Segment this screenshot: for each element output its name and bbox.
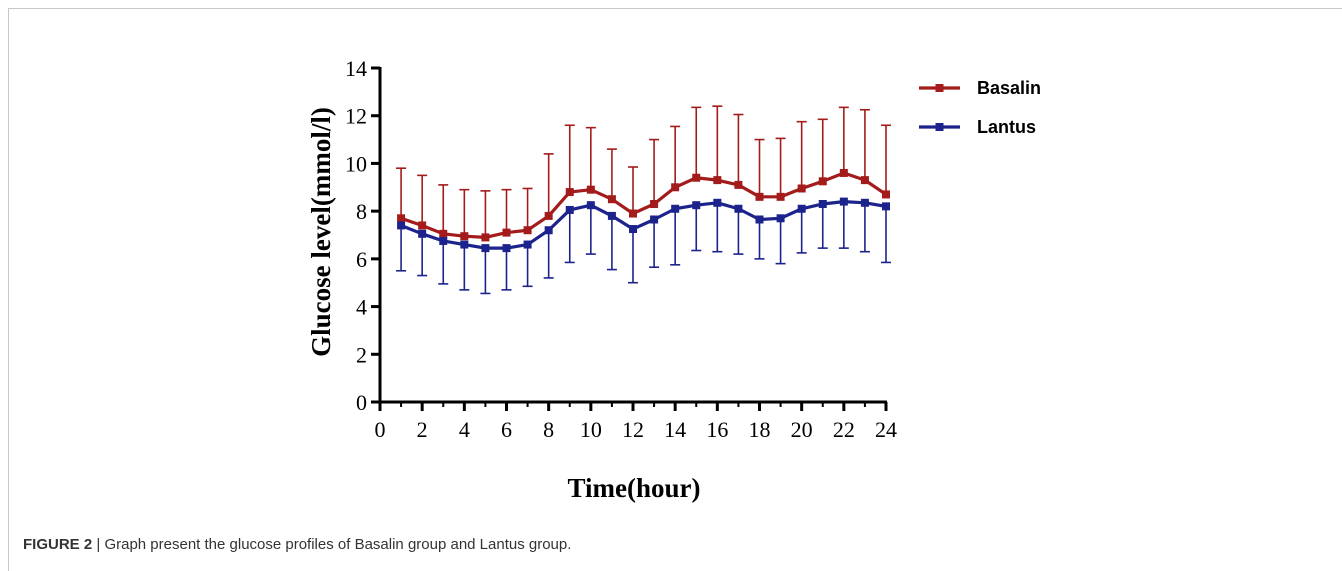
legend-item-lantus: Lantus (919, 117, 1036, 137)
x-tick-label: 0 (375, 417, 386, 442)
basalin-point (882, 190, 890, 199)
basalin-point (565, 188, 574, 197)
basalin-point (818, 177, 827, 186)
series-basalin (396, 105, 891, 242)
x-tick-label: 20 (791, 417, 813, 442)
y-tick-label: 14 (345, 56, 367, 81)
legend-label: Lantus (977, 117, 1036, 137)
basalin-point (713, 176, 722, 185)
figure-caption: FIGURE 2 | Graph present the glucose pro… (23, 536, 571, 553)
lantus-point (797, 204, 806, 213)
lantus-point (692, 201, 701, 210)
basalin-point (629, 209, 637, 218)
x-tick-label: 4 (459, 417, 470, 442)
x-tick-label: 12 (622, 417, 644, 442)
lantus-point (839, 197, 848, 206)
chart-legend: Basalin Lantus (919, 78, 1041, 137)
basalin-point (776, 192, 785, 201)
figure-caption-label: FIGURE 2 (23, 536, 93, 553)
lantus-point (439, 236, 448, 245)
lantus-point (418, 229, 427, 238)
x-tick-label: 10 (580, 417, 602, 442)
series-lantus (396, 197, 891, 295)
basalin-point (734, 180, 743, 189)
y-tick-label: 6 (356, 247, 367, 272)
legend-swatch-marker (935, 123, 944, 131)
basalin-point (607, 195, 616, 204)
basalin-point (650, 199, 659, 208)
lantus-point (671, 204, 680, 213)
lantus-point (397, 221, 406, 230)
basalin-point (839, 168, 848, 177)
lantus-point (755, 215, 764, 224)
lantus-point (502, 244, 511, 253)
y-axis-title: Glucose level(mmol/l) (306, 107, 336, 357)
lantus-point (713, 198, 722, 207)
basalin-point (523, 226, 532, 235)
basalin-point (481, 233, 490, 242)
basalin-point (418, 221, 427, 230)
basalin-point (755, 192, 764, 201)
y-tick-label: 4 (356, 295, 367, 320)
lantus-point (565, 205, 574, 214)
figure-frame (8, 8, 1342, 571)
x-tick-label: 22 (833, 417, 855, 442)
x-tick-label: 16 (706, 417, 728, 442)
x-axis-title: Time(hour) (568, 473, 701, 503)
x-tick-label: 6 (501, 417, 512, 442)
basalin-point (586, 185, 595, 194)
y-tick-label: 12 (345, 104, 367, 129)
basalin-point (692, 173, 701, 182)
lantus-point (481, 244, 490, 253)
figure-caption-text: Graph present the glucose profiles of Ba… (104, 536, 572, 553)
basalin-point (502, 228, 511, 237)
y-tick-label: 2 (356, 342, 367, 367)
x-tick-label: 2 (417, 417, 428, 442)
chart-series (396, 105, 891, 295)
basalin-point (439, 229, 448, 238)
x-tick-label: 8 (543, 417, 554, 442)
basalin-point (544, 211, 553, 220)
basalin-point (397, 214, 406, 223)
lantus-point (818, 199, 827, 208)
lantus-point (882, 202, 890, 211)
legend-item-basalin: Basalin (919, 78, 1041, 98)
lantus-point (650, 215, 659, 224)
legend-swatch-marker (935, 84, 944, 92)
lantus-point (629, 225, 637, 234)
lantus-point (860, 198, 869, 207)
legend-label: Basalin (977, 78, 1041, 98)
lantus-point (586, 201, 595, 210)
y-tick-label: 0 (356, 390, 367, 415)
figure-caption-separator: | (96, 536, 101, 553)
lantus-point (734, 204, 743, 213)
x-tick-label: 24 (875, 417, 897, 442)
basalin-point (671, 183, 680, 192)
basalin-point (460, 232, 469, 241)
basalin-point (797, 184, 806, 193)
lantus-point (544, 226, 553, 235)
x-tick-label: 14 (664, 417, 686, 442)
y-tick-label: 8 (356, 199, 367, 224)
lantus-point (607, 211, 616, 220)
lantus-point (776, 214, 785, 223)
basalin-point (860, 176, 869, 185)
lantus-point (460, 240, 469, 249)
lantus-point (523, 240, 532, 249)
y-tick-label: 10 (345, 151, 367, 176)
x-tick-label: 18 (749, 417, 771, 442)
